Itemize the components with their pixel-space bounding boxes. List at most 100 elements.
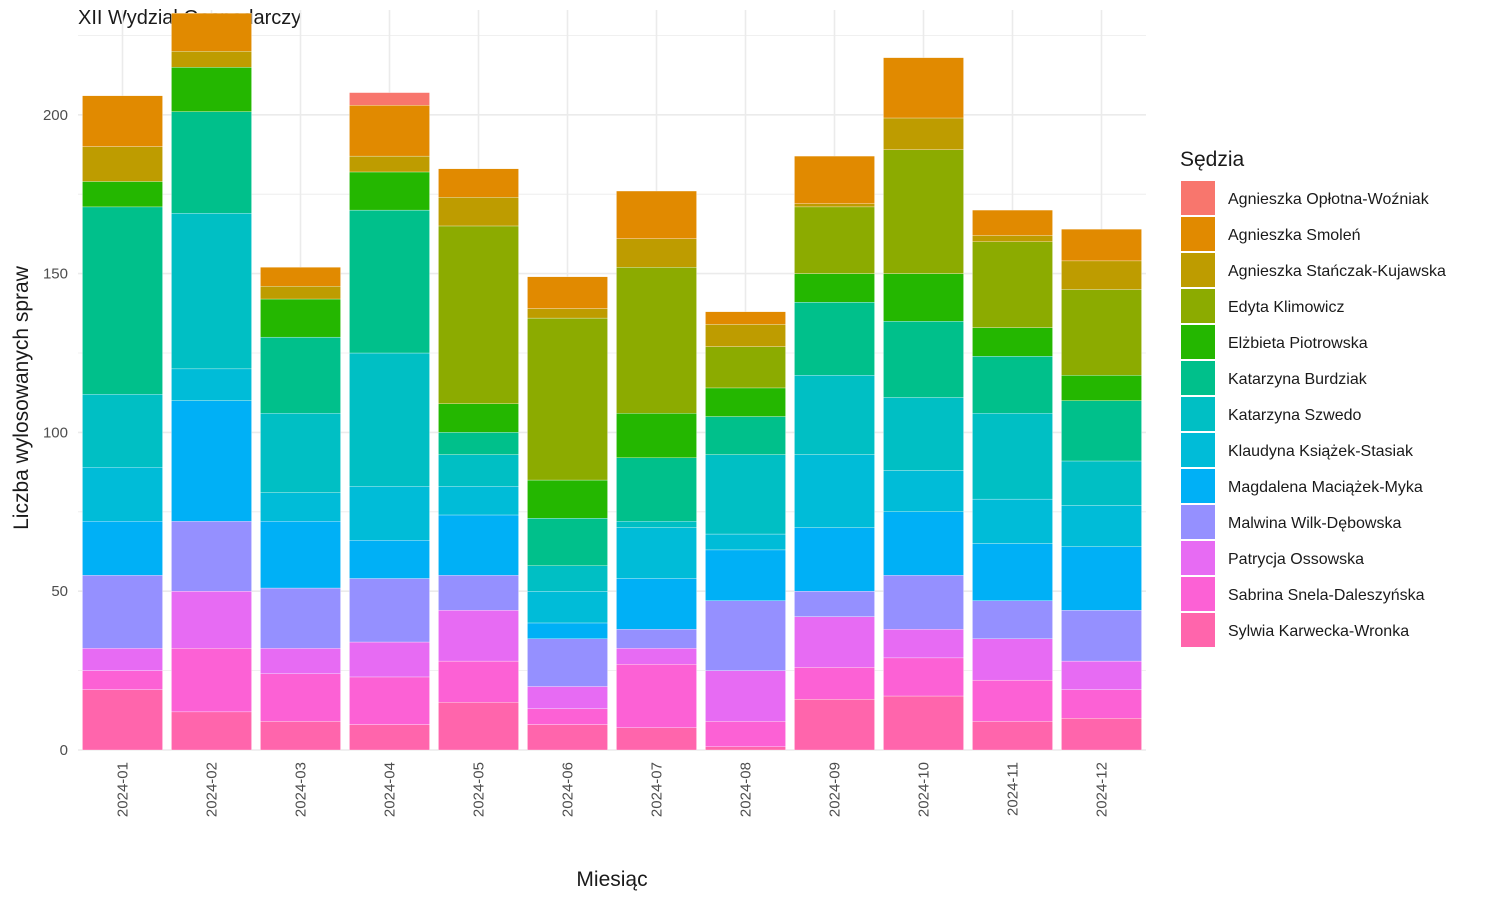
bar-segment (705, 670, 786, 722)
bar-segment (171, 51, 252, 68)
bar-segment (527, 686, 608, 709)
bar-segment (705, 324, 786, 347)
bar-segment (527, 518, 608, 566)
bar-segment (171, 368, 252, 401)
bar-segment (616, 664, 697, 728)
bar-segment (171, 213, 252, 370)
bar-segment (527, 724, 608, 751)
bar-segment (705, 311, 786, 325)
bar-segment (438, 702, 519, 751)
bar-segment (260, 286, 341, 300)
bar-segment (794, 302, 875, 376)
bar-segment (883, 397, 964, 471)
bar-segment (260, 267, 341, 287)
bar-segment (438, 403, 519, 433)
bar-segment (1061, 260, 1142, 290)
bar-segment (527, 591, 608, 624)
legend-label: Katarzyna Szwedo (1228, 407, 1362, 424)
bar-segment (349, 105, 430, 157)
bars (82, 13, 1142, 751)
bar-segment (1061, 689, 1142, 719)
bar-segment (883, 695, 964, 751)
bar-segment (527, 308, 608, 319)
bar-segment (260, 298, 341, 338)
bar-segment (705, 346, 786, 389)
bar-segment (883, 149, 964, 274)
legend-swatch (1181, 397, 1215, 431)
bar-segment (883, 57, 964, 119)
bar-segment (349, 486, 430, 541)
y-axis-title: Liczba wylosowanych spraw (10, 265, 33, 530)
bar-segment (883, 117, 964, 150)
bar-segment (1061, 375, 1142, 401)
bar-segment (349, 578, 430, 643)
bar-segment (794, 667, 875, 700)
bar-segment (527, 479, 608, 519)
bar-segment (82, 394, 163, 468)
legend-label: Edyta Klimowicz (1228, 299, 1344, 316)
bar-segment (527, 565, 608, 592)
bar-segment (260, 492, 341, 522)
bar-segment (616, 648, 697, 665)
bar-segment (1061, 228, 1142, 262)
bar-segment (705, 721, 786, 747)
legend-label: Klaudyna Książek-Stasiak (1228, 443, 1414, 460)
bar-segment (616, 457, 697, 522)
bar-segment (794, 375, 875, 455)
bar-segment (794, 616, 875, 668)
legend-swatch (1181, 577, 1215, 611)
bar-segment (616, 238, 697, 268)
bar-segment (972, 413, 1053, 500)
bar-segment (616, 727, 697, 751)
x-axis-title: Miesiąc (576, 868, 647, 891)
legend-label: Sylwia Karwecka-Wronka (1228, 623, 1409, 640)
bar-segment (82, 206, 163, 395)
bar-segment (82, 648, 163, 671)
bar-segment (972, 327, 1053, 357)
bar-segment (616, 190, 697, 239)
bar-segment (1061, 718, 1142, 751)
bar-segment (438, 514, 519, 576)
x-tick-label: 2024-04 (382, 762, 399, 817)
legend-label: Agnieszka Stańczak-Kujawska (1228, 263, 1446, 280)
bar-segment (349, 209, 430, 354)
bar-segment (705, 387, 786, 417)
bar-segment (82, 467, 163, 522)
bar-segment (972, 241, 1053, 328)
legend-label: Katarzyna Burdziak (1228, 371, 1368, 388)
bar-segment (616, 521, 697, 528)
y-axis-ticks: 0 50 100 150 200 (43, 107, 68, 759)
bar-segment (794, 273, 875, 303)
bar-segment (616, 267, 697, 414)
x-tick-label: 2024-12 (1094, 762, 1111, 817)
bar-segment (171, 400, 252, 522)
legend-swatch (1181, 469, 1215, 503)
legend-label: Agnieszka Smoleń (1228, 227, 1361, 244)
bar-segment (82, 575, 163, 649)
bar-segment (1061, 289, 1142, 376)
bar-segment (349, 352, 430, 487)
bar-segment (883, 657, 964, 697)
bar-segment (260, 587, 341, 649)
bar-segment (883, 273, 964, 322)
x-tick-label: 2024-05 (471, 762, 488, 817)
bar-segment (972, 235, 1053, 242)
bar-segment (527, 638, 608, 687)
bar-segment (527, 317, 608, 481)
bar-segment (1061, 460, 1142, 506)
bar-segment (883, 575, 964, 630)
bar-segment (972, 721, 1053, 751)
x-tick-label: 2024-11 (1005, 762, 1022, 816)
bar-segment (349, 641, 430, 678)
bar-segment (794, 699, 875, 751)
x-tick-label: 2024-10 (916, 762, 933, 817)
bar-segment (82, 670, 163, 690)
bar-segment (82, 689, 163, 751)
bar-segment (171, 111, 252, 214)
bar-segment (794, 454, 875, 528)
y-tick-label: 150 (43, 266, 68, 283)
bar-segment (438, 486, 519, 516)
bar-segment (616, 578, 697, 630)
bar-segment (438, 575, 519, 611)
